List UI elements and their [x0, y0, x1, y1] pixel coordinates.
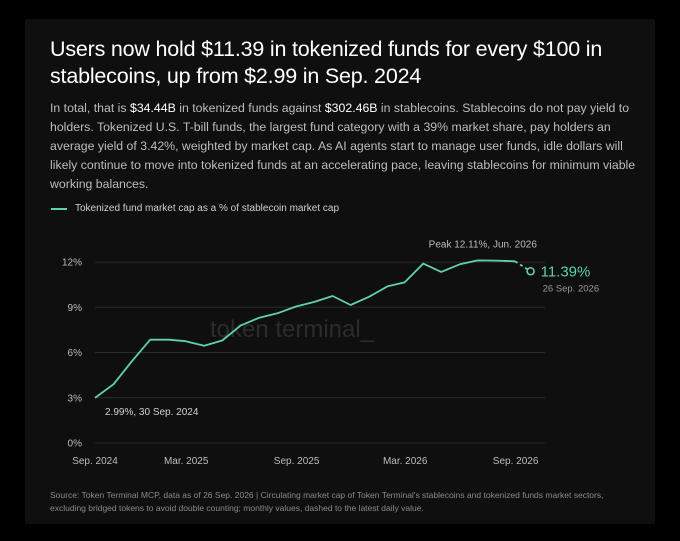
data-point: [330, 294, 334, 298]
legend-label: Tokenized fund market cap as a % of stab…: [75, 203, 340, 214]
series: [93, 258, 535, 400]
data-point: [93, 396, 97, 400]
series-line: [94, 259, 516, 399]
x-tick-label: Sep. 2024: [72, 456, 118, 467]
chart-card: Users now hold $11.39 in tokenized funds…: [25, 19, 655, 524]
data-point: [294, 304, 298, 308]
stablecoins-total: $302.46B: [324, 101, 378, 115]
data-point: [402, 280, 406, 284]
annotations: 2.99%, 30 Sep. 2024 Peak 12.11%, Jun. 202…: [105, 239, 599, 418]
x-tick-label: Sep. 2025: [274, 456, 320, 467]
y-tick-label: 12%: [62, 258, 82, 269]
tokenized-funds-total: $34.44B: [129, 101, 176, 115]
watermark: token terminal_: [210, 316, 375, 343]
x-tick-label: Sep. 2026: [493, 456, 539, 467]
data-point: [367, 295, 371, 299]
y-tick-label: 3%: [68, 393, 83, 404]
data-point: [111, 382, 115, 386]
data-point: [458, 262, 462, 266]
data-point: [220, 338, 224, 342]
chart-legend: Tokenized fund market cap as a % of stab…: [51, 203, 339, 214]
data-point: [476, 258, 480, 262]
data-point: [312, 300, 316, 304]
data-point: [257, 316, 261, 320]
source-footnote: Source: Token Terminal MCP, data as of 2…: [50, 490, 604, 513]
y-tick-label: 6%: [68, 348, 83, 359]
y-tick-label: 0%: [68, 439, 83, 450]
data-point: [167, 338, 171, 342]
start-annotation: 2.99%, 30 Sep. 2024: [105, 407, 199, 418]
axes: 0% 3% 6% 9% 12% Sep. 2024 Mar. 2025 Sep. 2025 Ma…: [62, 258, 539, 467]
chart-title: Users now hold $11.39 in tokenized funds…: [50, 37, 603, 88]
data-point: [183, 339, 187, 343]
line-chart: token terminal_ 0% 3% 6% 9% 12% Sep. 2024 Mar.…: [62, 239, 599, 467]
data-point: [439, 270, 443, 274]
latest-point-marker: [526, 266, 535, 276]
data-point: [348, 303, 352, 307]
data-point: [239, 323, 243, 327]
x-tick-label: Mar. 2025: [164, 456, 209, 467]
x-tick-label: Mar. 2026: [383, 456, 428, 467]
data-point: [386, 284, 390, 288]
legend-line-swatch: [51, 207, 67, 210]
data-point: [129, 359, 133, 363]
chart-description: In total, that is $34.44B in tokenized f…: [50, 101, 636, 191]
data-point: [148, 338, 152, 342]
data-point: [275, 311, 279, 315]
latest-value-label: 11.39%: [541, 263, 591, 280]
data-point: [202, 344, 206, 348]
latest-date-label: 26 Sep. 2026: [543, 283, 600, 294]
data-point: [494, 258, 498, 262]
data-point: [421, 261, 425, 265]
y-tick-label: 9%: [68, 303, 83, 314]
peak-annotation: Peak 12.11%, Jun. 2026: [429, 239, 538, 250]
